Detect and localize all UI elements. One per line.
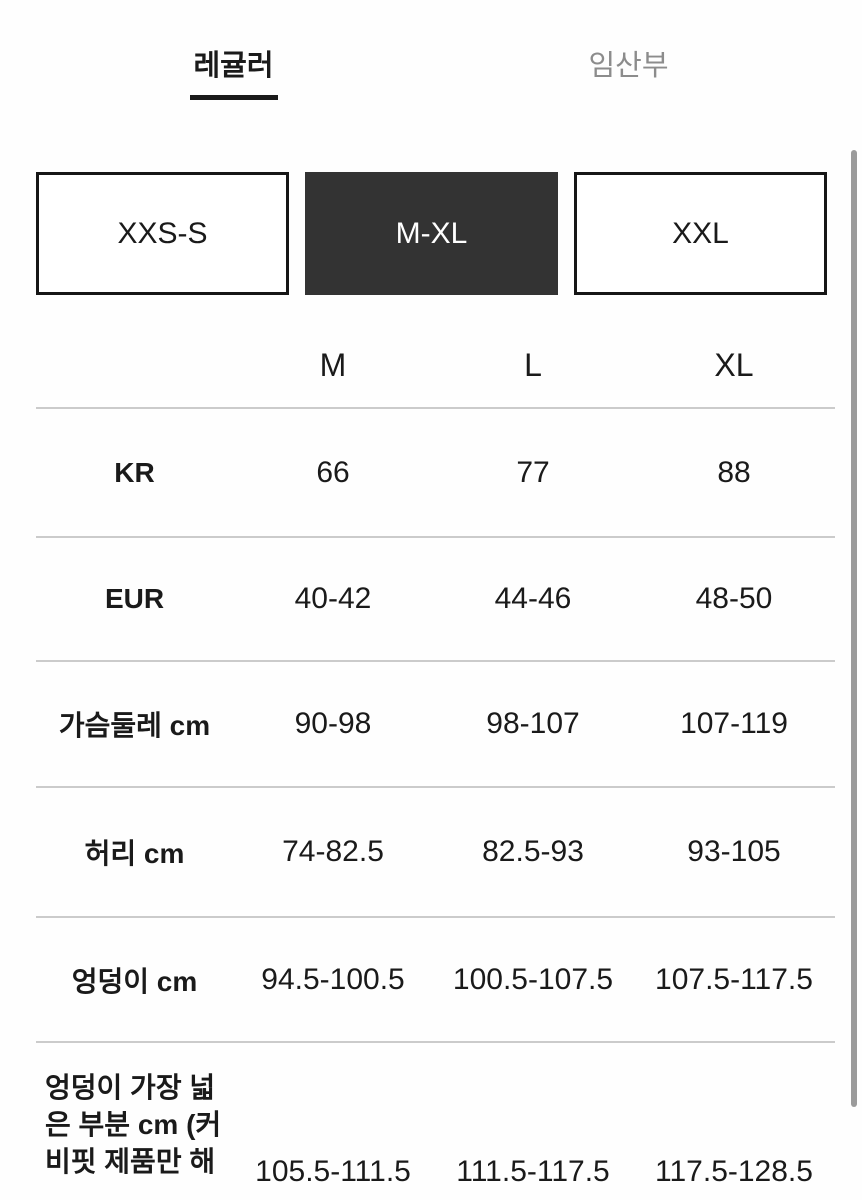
table-row-waist: 허리 cm 74-82.5 82.5-93 93-105	[36, 786, 835, 916]
value-waist-m: 74-82.5	[282, 835, 384, 868]
table-header-row: M L XL	[36, 323, 835, 407]
row-label-kr: KR	[114, 456, 155, 488]
row-label-waist: 허리 cm	[84, 838, 185, 869]
row-label-hip-widest: 엉덩이 가장 넓은 부분 cm (커비핏 제품만 해	[45, 1072, 222, 1177]
value-kr-l: 77	[516, 455, 550, 489]
value-waist-xl: 93-105	[687, 835, 781, 868]
tab-maternity[interactable]: 임산부	[431, 46, 826, 100]
value-hip-l: 100.5-107.5	[452, 962, 614, 996]
table-row-hip: 엉덩이 cm 94.5-100.5 100.5-107.5 107.5-117.…	[36, 916, 835, 1041]
value-hip-widest-xl: 117.5-128.5	[655, 1155, 813, 1188]
tab-regular[interactable]: 레귤러	[36, 46, 431, 100]
scrollbar-thumb[interactable]	[851, 150, 857, 1107]
row-label-chest: 가슴둘레 cm	[58, 710, 211, 741]
table-row-kr: KR 66 77 88	[36, 407, 835, 536]
row-label-eur: EUR	[104, 583, 165, 614]
table-row-chest: 가슴둘레 cm 90-98 98-107 107-119	[36, 660, 835, 786]
value-hip-widest-l: 111.5-117.5	[456, 1155, 610, 1188]
value-chest-xl: 107-119	[680, 707, 788, 740]
table-row-hip-widest: 엉덩이 가장 넓은 부분 cm (커비핏 제품만 해 105.5-111.5 1…	[36, 1041, 835, 1200]
value-eur-xl: 48-50	[695, 582, 773, 615]
size-type-tabs: 레귤러 임산부	[36, 46, 826, 100]
size-group-buttons: XXS-S M-XL XXL	[36, 172, 827, 295]
value-kr-m: 66	[316, 455, 350, 489]
value-hip-widest-m: 105.5-111.5	[255, 1155, 411, 1188]
size-button-xxl[interactable]: XXL	[574, 172, 827, 295]
tab-maternity-label: 임산부	[588, 50, 669, 82]
value-chest-l: 98-107	[486, 707, 580, 740]
value-hip-m: 94.5-100.5	[261, 962, 405, 996]
value-chest-m: 90-98	[294, 707, 372, 740]
size-button-xxs-s[interactable]: XXS-S	[36, 172, 289, 295]
value-eur-m: 40-42	[294, 582, 372, 615]
column-header-xl: XL	[714, 346, 754, 383]
column-header-l: L	[524, 346, 542, 383]
table-row-eur: EUR 40-42 44-46 48-50	[36, 536, 835, 660]
value-eur-l: 44-46	[494, 582, 572, 615]
size-button-m-xl[interactable]: M-XL	[305, 172, 558, 295]
tab-regular-label: 레귤러	[193, 50, 274, 82]
size-table: M L XL KR 66 77 88 EUR 40-42 44-46 48-50…	[36, 323, 835, 1200]
column-header-m: M	[319, 346, 347, 383]
value-waist-l: 82.5-93	[482, 835, 584, 868]
active-tab-underline	[189, 95, 278, 100]
row-label-hip: 엉덩이 cm	[71, 965, 198, 997]
value-hip-xl: 107.5-117.5	[655, 962, 813, 996]
value-kr-xl: 88	[717, 455, 751, 489]
